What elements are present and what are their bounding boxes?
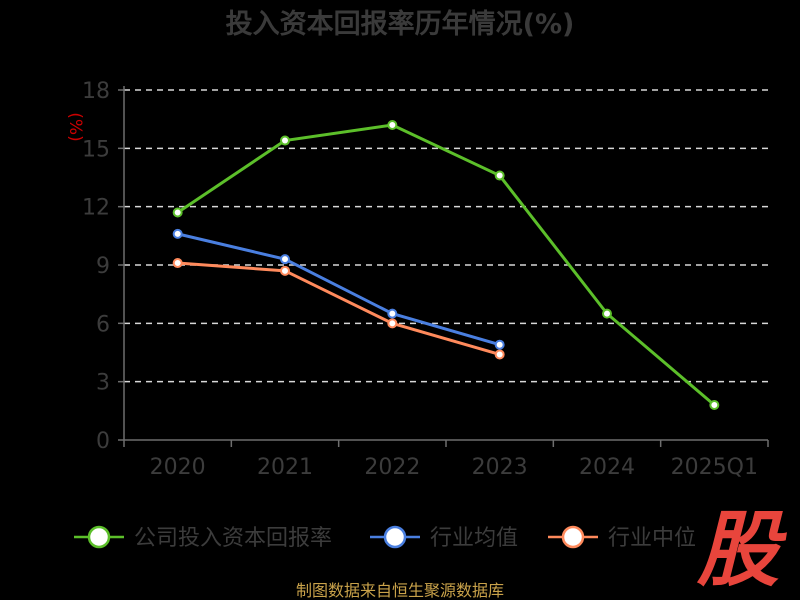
series-line — [176, 123, 716, 407]
data-point[interactable] — [494, 349, 505, 360]
x-tick-label: 2020 — [150, 455, 206, 480]
data-point[interactable] — [172, 258, 183, 269]
data-point[interactable] — [280, 265, 290, 276]
x-tick-label: 2021 — [257, 455, 313, 480]
legend-swatch-marker — [383, 525, 407, 549]
legend-swatch-marker — [87, 525, 111, 549]
legend-label[interactable]: 公司投入资本回报率 — [134, 526, 332, 551]
stamp-logo: 股 — [696, 503, 787, 598]
x-tick-label: 2025Q1 — [671, 455, 758, 480]
y-tick-label: 18 — [82, 79, 110, 104]
x-tick-label: 2023 — [472, 455, 528, 480]
y-tick-label: 15 — [82, 137, 110, 162]
legend-swatch-marker — [561, 525, 585, 549]
x-tick-label: 2024 — [579, 455, 635, 480]
legend-label[interactable]: 行业中位 — [608, 526, 696, 551]
data-point[interactable] — [172, 207, 183, 218]
y-tick-label: 3 — [96, 371, 110, 396]
x-tick-label: 2022 — [364, 455, 420, 480]
grid-lines — [124, 89, 768, 383]
chart-title: 投入资本回报率历年情况(%) — [226, 8, 575, 40]
data-point[interactable] — [602, 308, 612, 319]
data-point[interactable] — [709, 400, 720, 410]
footer-source: 制图数据来自恒生聚源数据库 — [296, 581, 504, 600]
y-tick-label: 0 — [96, 429, 110, 454]
data-point[interactable] — [387, 120, 398, 130]
series-line — [177, 261, 501, 356]
series-lines — [172, 120, 720, 410]
series-line — [177, 232, 501, 347]
data-point[interactable] — [494, 339, 505, 350]
data-point[interactable] — [494, 170, 505, 181]
legend-label[interactable]: 行业均值 — [430, 526, 518, 551]
data-point[interactable] — [172, 228, 183, 239]
y-tick-label: 12 — [82, 196, 110, 221]
y-tick-label: 6 — [96, 312, 110, 337]
data-point[interactable] — [387, 318, 398, 329]
data-point[interactable] — [280, 254, 290, 265]
legend[interactable]: 公司投入资本回报率 行业均值 行业中位 — [74, 525, 696, 551]
data-point[interactable] — [387, 308, 398, 319]
y-tick-label: 9 — [96, 254, 110, 279]
y-axis-label: (%) — [65, 112, 85, 141]
axes: 0 3 6 9 12 15 18 2020 2021 2022 2023 2024 2025Q1 — [82, 79, 769, 480]
data-point[interactable] — [280, 135, 290, 146]
